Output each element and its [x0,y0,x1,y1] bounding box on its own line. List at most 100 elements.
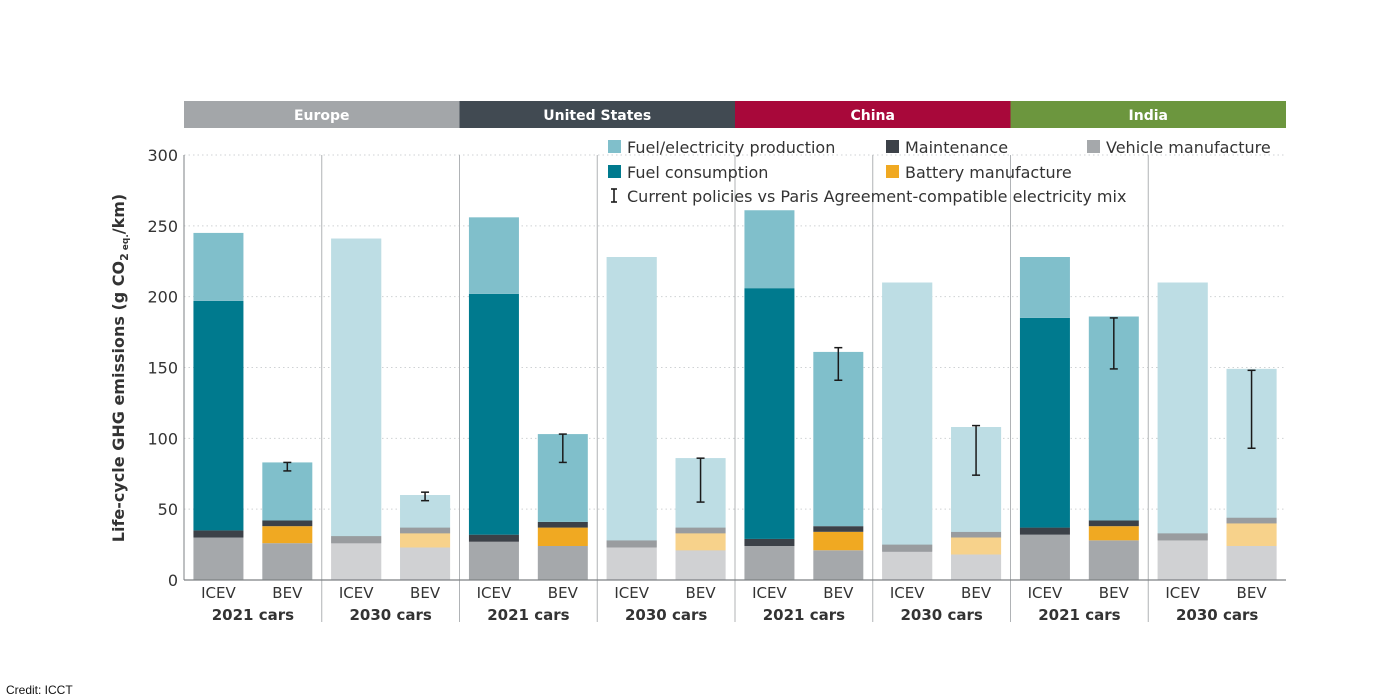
legend-label: Fuel consumption [627,163,768,182]
bar-segment [606,547,657,580]
x-tick-label: ICEV [752,584,787,602]
group-label: 2030 cars [1176,606,1258,624]
bar-segment [1088,540,1139,580]
y-tick-label: 50 [158,500,178,519]
legend-swatch [608,165,621,178]
y-axis-title-sub: eq. [121,234,131,250]
region-header-label: United States [543,108,651,124]
bar-segment [400,533,451,548]
bar-segment [331,536,382,544]
bar-segment [882,544,933,552]
bar-segment [537,521,588,528]
y-tick-label: 150 [147,359,178,378]
bar-segment [675,527,726,534]
legend-swatch [1087,140,1100,153]
bar-segment [951,537,1002,555]
bar-segment [331,238,382,537]
x-tick-label: BEV [1237,584,1268,602]
bar-segment [331,543,382,580]
x-tick-label: ICEV [477,584,512,602]
x-tick-label: ICEV [614,584,649,602]
axis-labels: ICEV BEV ICEV BEV ICEV BEV ICEV BEV ICEV BEV ICEV B… [109,194,1267,624]
bar-segment-fade [331,238,382,537]
bar-segment [1226,517,1277,524]
y-axis-title-part: /km) [109,194,128,234]
y-axis-title-part: Life-cycle GHG emissions (g CO [109,261,128,542]
bar-segment [537,546,588,580]
bar-segment [1226,546,1277,580]
region-header-label: Europe [294,108,350,124]
bar-segment [813,550,864,580]
y-tick-label: 250 [147,217,178,236]
x-tick-label: ICEV [339,584,374,602]
legend-swatch [886,140,899,153]
legend-label: Vehicle manufacture [1106,138,1271,157]
x-tick-label: ICEV [1028,584,1063,602]
bar-segment [1019,527,1070,535]
bar-segment [1019,257,1070,318]
y-tick-label: 0 [168,571,178,590]
bar-segment-fade [1226,517,1277,524]
y-tick-label: 100 [147,429,178,448]
bar-segment-fade [400,547,451,580]
bar-segment-fade [606,540,657,548]
region-header-label: China [851,108,895,124]
region-header-label: India [1129,108,1168,124]
legend-label: Maintenance [905,138,1008,157]
legend-label: Current policies vs Paris Agreement-comp… [627,187,1126,206]
legend-label: Battery manufacture [905,163,1072,182]
group-label: 2030 cars [900,606,982,624]
bar-segment [193,232,244,301]
bar-segment [1157,282,1208,534]
bar-segment-fade [951,537,1002,555]
bar-segment [193,537,244,580]
legend-swatch [608,140,621,153]
bar-segment [1226,523,1277,546]
bar-segment [606,257,657,541]
bar-segment-fade [1157,282,1208,534]
group-label: 2030 cars [625,606,707,624]
bar-segment [882,282,933,545]
y-tick-label: 300 [147,146,178,165]
legend-swatch [886,165,899,178]
bar-segment-fade [951,531,1002,538]
x-tick-label: BEV [961,584,992,602]
bar-segment-fade [882,544,933,552]
bar-segment [400,547,451,580]
bar-segment [744,538,795,546]
bar-segment-fade [675,527,726,534]
y-axis-title: Life-cycle GHG emissions (g CO2 eq./km) [109,194,131,542]
bar-segment [813,526,864,532]
bar-segment-fade [606,257,657,541]
region-header-bar [184,101,460,128]
group-label: 2021 cars [212,606,294,624]
bar-segment [468,217,519,294]
bar-segment-fade [331,536,382,544]
bar-segment [744,210,795,289]
bar-segment [193,300,244,531]
group-label: 2030 cars [349,606,431,624]
region-header-bar [735,101,1011,128]
error-bars [283,317,1256,503]
stacked-bars [193,210,1277,580]
x-tick-label: BEV [686,584,717,602]
bar-segment [813,531,864,551]
region-header-bar [1010,101,1286,128]
bar-segment [262,526,313,544]
group-label: 2021 cars [1038,606,1120,624]
bar-segment-fade [606,547,657,580]
bar-segment [882,551,933,580]
bar-segment [744,288,795,539]
axes: 0 50 100 150 200 250 300 [147,146,1286,590]
bar-segment [951,554,1002,580]
x-tick-label: BEV [823,584,854,602]
bar-segment-fade [400,533,451,548]
x-tick-label: ICEV [201,584,236,602]
group-label: 2021 cars [487,606,569,624]
y-axis-title-sub: 2 [118,253,131,261]
group-label: 2021 cars [763,606,845,624]
bar-segment-fade [1226,546,1277,580]
bar-segment-fade [1157,540,1208,580]
bar-segment [193,530,244,538]
